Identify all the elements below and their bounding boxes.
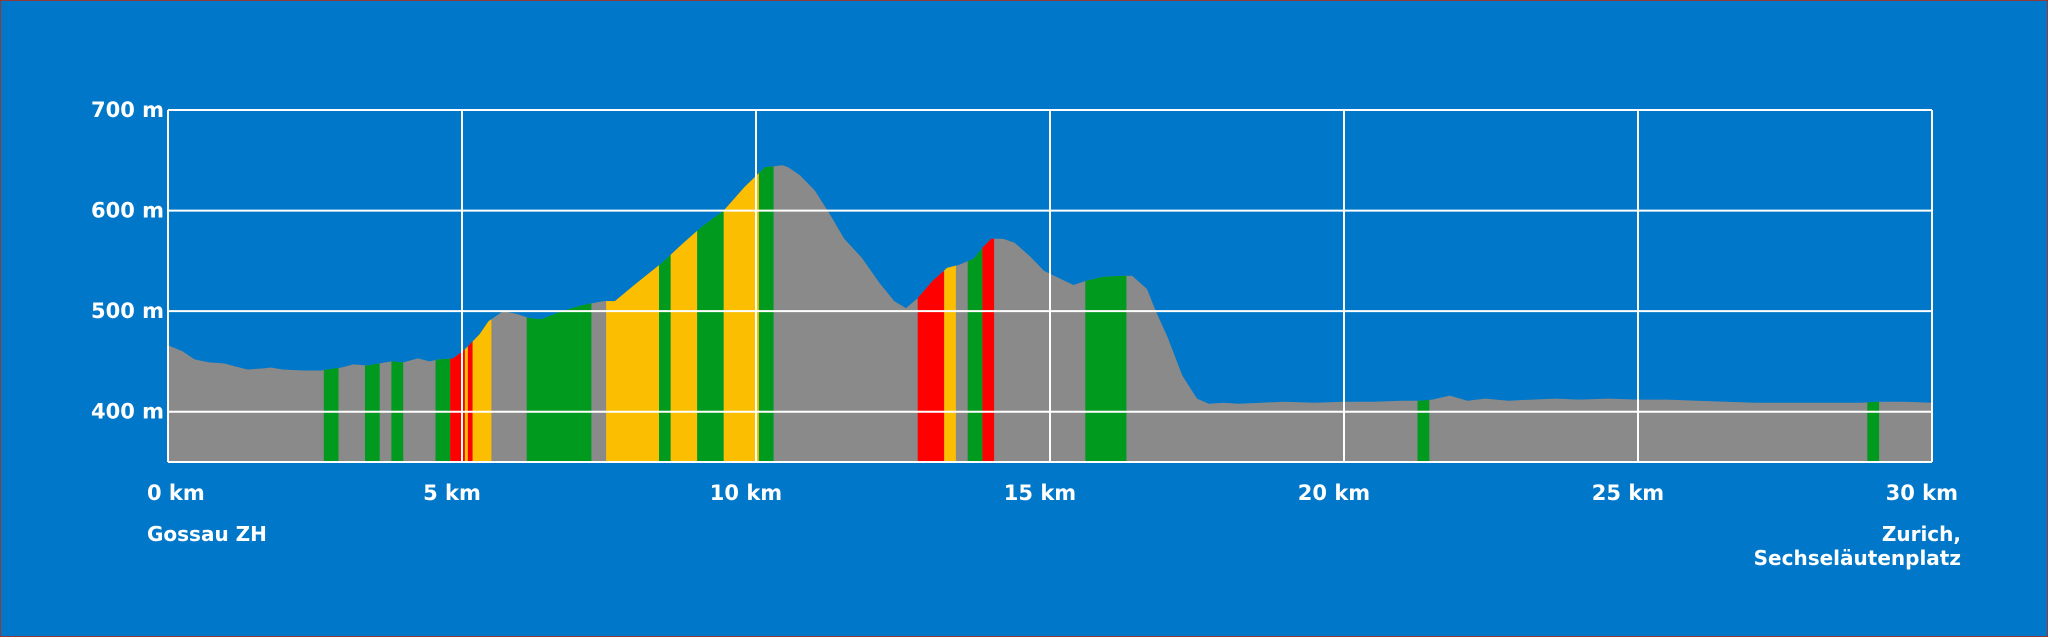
gradient-segment-yellow-12 (670, 230, 698, 462)
x-tick-label-30: 30 km (1886, 481, 1958, 505)
x-tick-label-10: 10 km (710, 481, 782, 505)
gradient-segment-green-11 (659, 254, 671, 462)
x-tick-label-15: 15 km (1004, 481, 1076, 505)
gradient-segment-green-13 (697, 210, 724, 462)
gradient-segment-green-20 (1085, 275, 1127, 462)
x-tick-label-0: 0 km (147, 481, 205, 505)
gradient-segment-yellow-6 (464, 346, 468, 462)
gradient-segment-green-21 (1417, 399, 1430, 462)
gradient-segment-green-22 (1867, 401, 1880, 462)
y-tick-label-700: 700 m (91, 98, 164, 122)
gradient-segment-green-9 (526, 303, 592, 462)
x-tick-label-20: 20 km (1298, 481, 1370, 505)
y-axis-ticks: 400 m 500 m 600 m 700 m (91, 98, 164, 424)
end-location-label-line1: Zurich, (1882, 522, 1961, 546)
y-tick-label-500: 500 m (91, 299, 164, 323)
x-tick-label-25: 25 km (1592, 481, 1664, 505)
gradient-segment-yellow-8 (472, 319, 492, 462)
end-location-label-line2: Sechseläutenplatz (1754, 546, 1961, 570)
gradient-segment-yellow-14 (723, 173, 759, 462)
gradient-segment-green-18 (967, 247, 983, 462)
start-location-label: Gossau ZH (147, 522, 267, 546)
gradient-segment-green-1 (323, 367, 339, 462)
x-axis-ticks: 0 km 5 km 10 km 15 km 20 km 25 km 30 km (147, 481, 1958, 505)
gradient-segment-yellow-10 (606, 265, 659, 462)
gradient-segment-red-16 (917, 270, 945, 462)
gradient-segment-green-4 (435, 358, 451, 462)
y-tick-label-600: 600 m (91, 199, 164, 223)
y-tick-label-400: 400 m (91, 400, 164, 424)
grid-layer (167, 109, 1933, 463)
gradient-segment-red-7 (467, 341, 473, 462)
gradient-segment-red-19 (982, 238, 995, 462)
gradient-segment-yellow-17 (944, 265, 956, 462)
x-tick-label-5: 5 km (423, 481, 481, 505)
gradient-segment-green-15 (758, 166, 774, 463)
